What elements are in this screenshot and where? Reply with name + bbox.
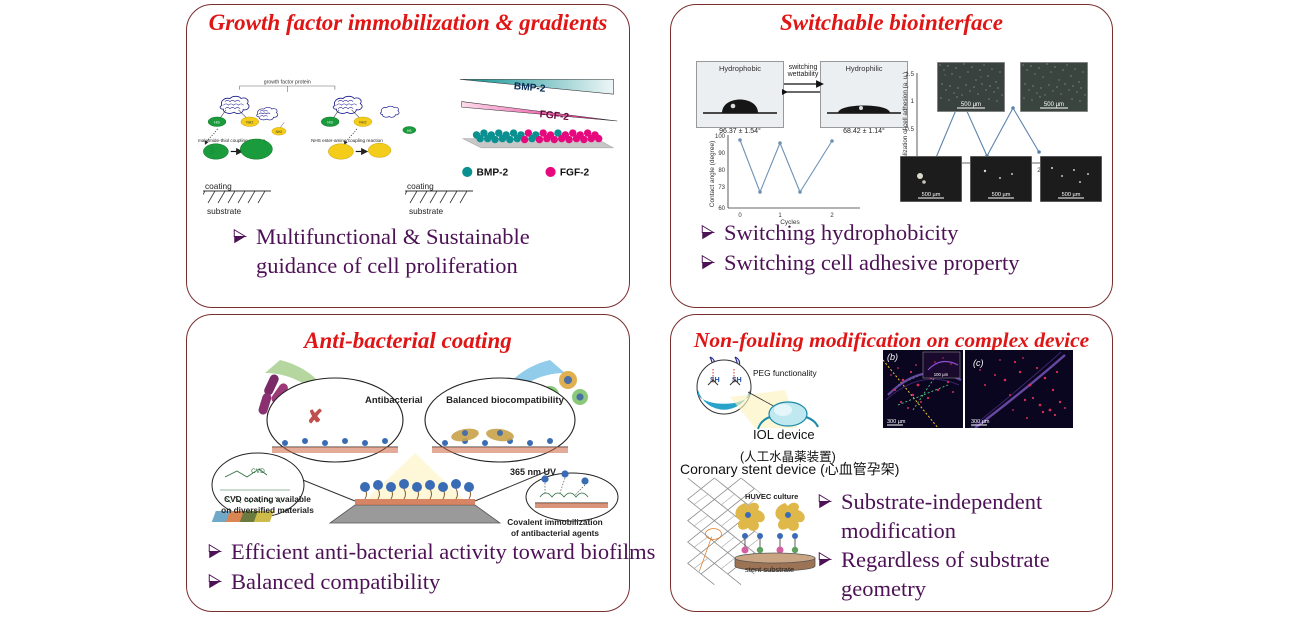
svg-text:500 µm: 500 µm	[992, 192, 1011, 198]
svg-text:BMP-2: BMP-2	[477, 168, 509, 179]
svg-text:Contact angle (degree): Contact angle (degree)	[709, 141, 716, 208]
svg-text:NH2: NH2	[359, 121, 366, 125]
svg-text:growth factor protein: growth factor protein	[264, 80, 311, 86]
svg-text:HS: HS	[407, 129, 411, 133]
svg-text:1: 1	[910, 98, 914, 105]
svg-text:100 µm: 100 µm	[934, 372, 949, 377]
svg-text:500 µm: 500 µm	[961, 102, 981, 108]
svg-text:(b): (b)	[887, 352, 898, 362]
svg-text:60: 60	[718, 206, 725, 212]
svg-text:HS: HS	[214, 120, 220, 125]
svg-text:(c): (c)	[973, 358, 984, 368]
svg-text:500 µm: 500 µm	[922, 192, 941, 198]
svg-text:FGF-2: FGF-2	[539, 109, 570, 123]
svg-text:500 µm: 500 µm	[1062, 192, 1081, 198]
svg-text:300 µm: 300 µm	[971, 419, 990, 425]
svg-text:FGF-2: FGF-2	[560, 168, 590, 179]
svg-text:CVD: CVD	[251, 468, 265, 475]
svg-text:73: 73	[718, 185, 725, 191]
svg-text:✘: ✘	[307, 407, 323, 428]
svg-text:300 µm: 300 µm	[887, 419, 906, 425]
svg-text:Antibacterial: Antibacterial	[365, 395, 423, 406]
svg-text:NH2: NH2	[246, 121, 253, 125]
svg-text:500 µm: 500 µm	[1044, 102, 1064, 108]
svg-text:100: 100	[715, 134, 726, 140]
svg-text:NH2: NH2	[276, 130, 283, 134]
svg-text:80: 80	[718, 168, 725, 174]
svg-text:Balanced biocompatibility: Balanced biocompatibility	[446, 395, 564, 406]
svg-text:90: 90	[718, 151, 725, 157]
svg-text:SH: SH	[732, 377, 742, 384]
svg-text:BMP-2: BMP-2	[513, 81, 546, 95]
svg-text:SH: SH	[710, 377, 720, 384]
svg-text:365 nm UV: 365 nm UV	[510, 467, 556, 477]
svg-text:HS: HS	[327, 120, 333, 125]
svg-text:PEG functionality: PEG functionality	[753, 368, 817, 378]
svg-text:NHS ester-amine coupling react: NHS ester-amine coupling reaction	[311, 138, 383, 143]
